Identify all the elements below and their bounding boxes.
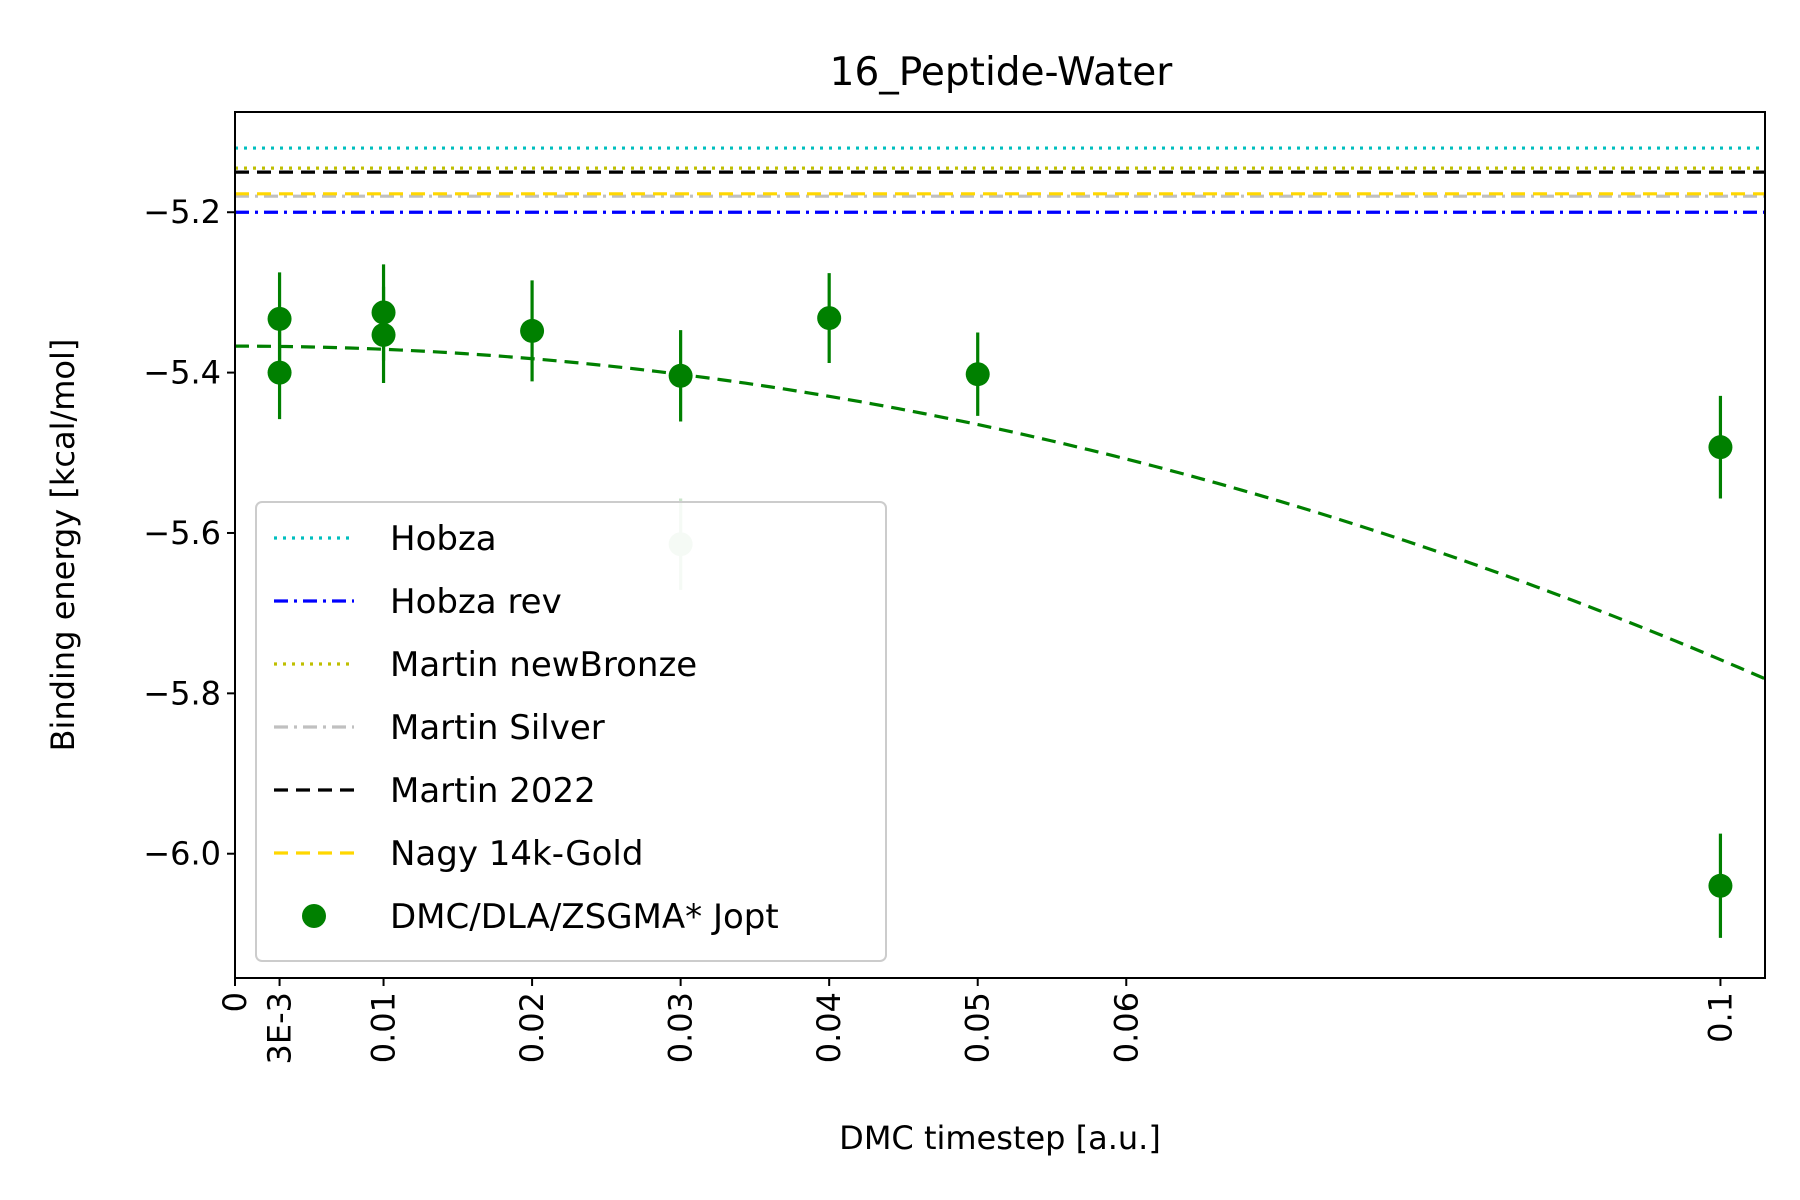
legend-entry: Martin Silver: [274, 708, 605, 748]
reference-lines: [235, 146, 1765, 214]
legend-entry: Hobza: [274, 519, 497, 559]
x-tick-label: 0.05: [959, 992, 997, 1063]
legend-label: Hobza: [390, 519, 497, 559]
legend-entry: Martin 2022: [274, 771, 596, 811]
legend-label: Martin 2022: [390, 771, 596, 811]
x-tick-label: 3E-3: [261, 992, 299, 1064]
x-tick-label: 0.02: [513, 992, 551, 1063]
legend-entry: DMC/DLA/ZSGMA* Jopt: [302, 897, 779, 937]
legend-label: Martin Silver: [390, 708, 605, 748]
legend-label: Martin newBronze: [390, 645, 697, 685]
x-tick-label: 0.03: [662, 992, 700, 1063]
data-marker: [668, 363, 693, 388]
data-marker: [371, 322, 396, 347]
x-tick-label: 0.06: [1107, 992, 1145, 1063]
x-tick-label: 0: [216, 992, 254, 1012]
x-axis-ticks: 0 3E-3 0.01 0.02 0.03 0.04 0.05 0.06 0.1: [216, 978, 1739, 1064]
legend-box: [255, 501, 887, 962]
y-tick-label: −5.2: [143, 193, 221, 231]
y-tick-label: −5.6: [143, 514, 221, 552]
legend-label: Nagy 14k-Gold: [390, 834, 643, 874]
y-axis-ticks: −5.2 −5.4 −5.6 −5.8 −6.0: [143, 193, 235, 873]
data-point-3: [371, 286, 396, 384]
y-tick-label: −5.8: [143, 674, 221, 712]
chart-title: 16_Peptide-Water: [830, 50, 1174, 95]
data-marker: [520, 318, 545, 343]
x-tick-label: 0.04: [810, 992, 848, 1063]
fit-curve-layer: [235, 344, 1765, 681]
legend-label: Hobza rev: [390, 582, 562, 622]
y-tick-label: −5.4: [143, 354, 221, 392]
fit-curve: [235, 344, 1765, 681]
legend-label: DMC/DLA/ZSGMA* Jopt: [390, 897, 779, 937]
x-tick-label: 0.1: [1701, 992, 1739, 1043]
y-tick-label: −6.0: [143, 835, 221, 873]
x-tick-label: 0.01: [365, 992, 403, 1063]
y-axis-label: Binding energy [kcal/mol]: [44, 339, 82, 752]
data-marker: [817, 306, 842, 331]
data-point-5: [668, 330, 693, 422]
legend-entry: Hobza rev: [274, 582, 562, 622]
legend: Hobza Hobza rev Martin newBronze Martin Sil…: [255, 501, 887, 962]
legend-entry: Nagy 14k-Gold: [274, 834, 643, 874]
data-point-9: [1708, 395, 1733, 499]
data-marker: [1708, 873, 1733, 898]
legend-marker: [302, 904, 326, 928]
data-marker: [267, 360, 292, 385]
data-point-1: [267, 326, 292, 420]
x-axis-label: DMC timestep [a.u.]: [839, 1119, 1161, 1157]
data-point-10: [1708, 833, 1733, 938]
plot-frame: [234, 111, 1766, 979]
data-marker: [267, 306, 292, 331]
data-point-4: [520, 280, 545, 382]
data-point-7: [817, 273, 842, 363]
legend-entry: Martin newBronze: [274, 645, 697, 685]
data-point-8: [965, 332, 990, 416]
data-marker: [965, 362, 990, 387]
data-marker: [1708, 435, 1733, 460]
